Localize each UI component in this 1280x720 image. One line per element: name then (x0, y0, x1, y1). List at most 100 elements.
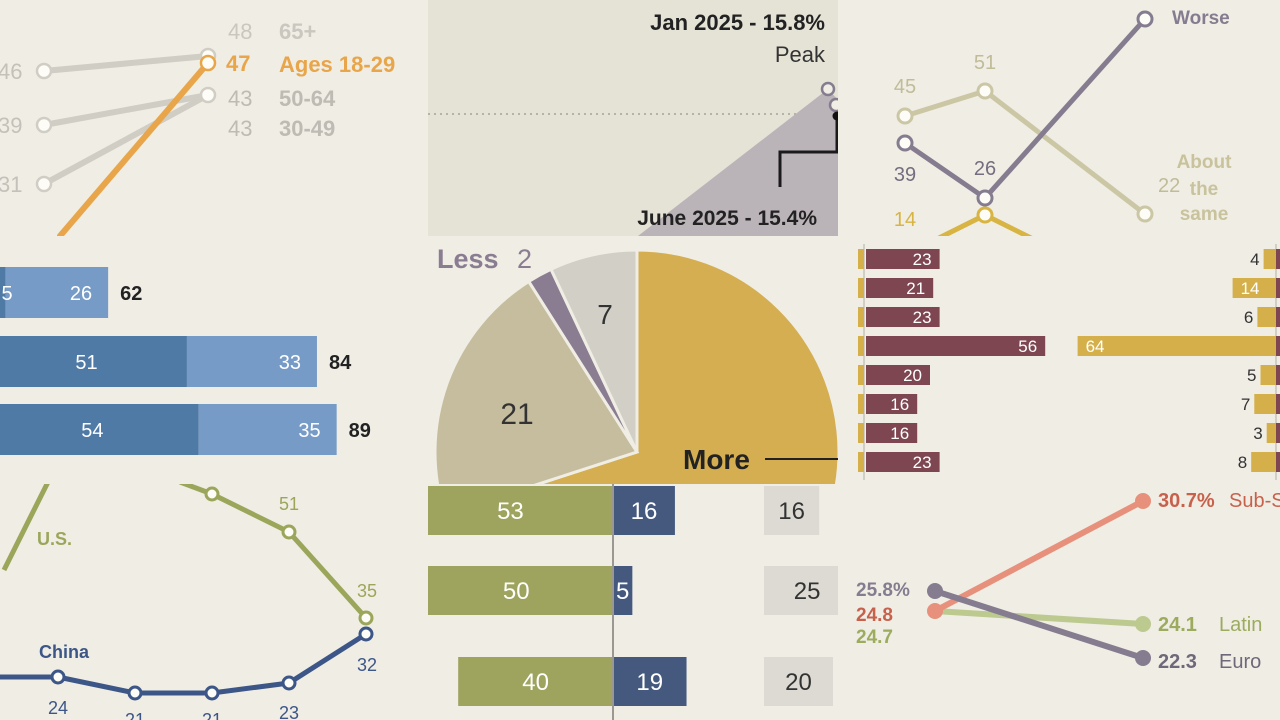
bar-segment-b (198, 404, 337, 455)
dot-sub-s-start (927, 603, 943, 619)
end-euro: 22.3 (1158, 651, 1197, 673)
dot-worse-1 (896, 134, 914, 152)
bar-negative (428, 566, 613, 615)
peak-dot (820, 81, 836, 97)
us-dot-51 (281, 524, 297, 540)
name-latin: Latin (1219, 614, 1262, 636)
name-euro: Euro (1219, 651, 1261, 673)
right-value-43b: 43 (228, 116, 252, 141)
value-series-a: 23 (913, 250, 932, 269)
bar-value-a: 51 (75, 352, 97, 374)
marker-right (1276, 336, 1280, 356)
bar-value-a: 5 (1, 283, 12, 305)
area-fill (638, 89, 838, 236)
legend-same-2: the (1190, 179, 1219, 200)
value-series-a: 20 (903, 366, 922, 385)
legend-worse: Worse (1172, 8, 1230, 29)
value-22: 22 (1158, 175, 1180, 197)
label-china: China (39, 642, 90, 662)
pie-slice (548, 248, 639, 453)
slice-value-21: 21 (500, 398, 533, 431)
bar-value-a: 54 (81, 420, 103, 442)
dot-left-39 (35, 116, 53, 134)
bar-value-b: 26 (70, 283, 92, 305)
value-positive: 5 (616, 578, 629, 605)
dot-same-1 (896, 107, 914, 125)
diverging-bars: 53 16 16 50 5 25 40 19 20 (428, 486, 838, 706)
bar-series-a (866, 278, 934, 298)
end-latin: 24.1 (1158, 614, 1197, 636)
legend-same-3: same (1180, 204, 1229, 225)
bar-total: 84 (329, 352, 352, 374)
diverging-bar-svg: 53 16 16 50 5 25 40 19 20 (428, 484, 838, 720)
value-51: 51 (974, 52, 996, 74)
value-series-a: 23 (913, 453, 932, 472)
marker-right (1276, 365, 1280, 385)
dot-sub-s-end (1135, 493, 1151, 509)
bracket-line (778, 116, 838, 187)
peak-area-chart: Jan 2025 - 15.8% Peak June 2025 - 15.4% (428, 0, 838, 236)
bar-series-b (1232, 278, 1276, 298)
value-series-b: 14 (1241, 279, 1260, 298)
marker-right (1276, 278, 1280, 298)
us-dot-35 (358, 610, 374, 626)
bar-positive (613, 486, 675, 535)
marker-right (1276, 394, 1280, 414)
pie-slice (433, 279, 640, 484)
bar-positive (613, 657, 687, 706)
bar-series-a (866, 365, 930, 385)
worse-same-svg: 45 51 39 26 22 14 Worse About the same (894, 8, 1232, 236)
bar-series-b (1257, 307, 1276, 327)
left-value-39: 39 (0, 113, 22, 138)
dot-left-31 (35, 175, 53, 193)
value-series-b: 8 (1238, 453, 1247, 472)
value-series-a: 21 (906, 279, 925, 298)
china-dot-24 (50, 669, 66, 685)
bar-series-b (1077, 336, 1276, 356)
dot-same-2 (976, 82, 994, 100)
bar-other (764, 486, 820, 535)
left-value-46: 46 (0, 59, 22, 84)
bar-series-a (866, 336, 1046, 356)
age-slope-svg: 46 39 31 48 47 43 43 65+ Ages 18-29 50-6… (0, 19, 395, 236)
dot-right-43 (199, 86, 217, 104)
dot-right-47 (199, 54, 217, 72)
china-value-23: 23 (279, 703, 299, 720)
bar-segment-a (0, 336, 187, 387)
diverging-bar-chart: 53 16 16 50 5 25 40 19 20 (428, 484, 838, 720)
us-line (179, 484, 368, 620)
line-65plus (41, 92, 211, 187)
us-value-35: 35 (357, 581, 377, 601)
us-china-svg: U.S. China 51 35 24 21 21 23 32 (0, 484, 377, 720)
value-negative: 53 (497, 498, 524, 525)
value-series-a: 16 (890, 395, 909, 414)
peak-area-svg: Jan 2025 - 15.8% Peak June 2025 - 15.4% (428, 0, 838, 236)
marker-left (858, 452, 864, 472)
dot-worse-3 (1136, 10, 1154, 28)
marker-left (858, 365, 864, 385)
worse-same-line-chart: 45 51 39 26 22 14 Worse About the same (838, 0, 1280, 236)
bar-total: 89 (349, 420, 371, 442)
peak-word-label: Peak (775, 42, 826, 67)
value-45: 45 (894, 76, 916, 98)
bar-series-b (1266, 423, 1276, 443)
bar-series-a (866, 307, 940, 327)
value-series-b: 64 (1086, 337, 1105, 356)
bar-series-b (1263, 249, 1276, 269)
us-dot-1 (204, 486, 220, 502)
pie-svg: Less 2 7 21 More (433, 244, 838, 484)
bar-segment-a (0, 404, 199, 455)
age-slope-chart: 46 39 31 48 47 43 43 65+ Ages 18-29 50-6… (0, 0, 428, 236)
value-series-b: 7 (1241, 395, 1250, 414)
value-series-b: 4 (1250, 250, 1259, 269)
us-line-left (1, 484, 50, 572)
dot-euro-start (927, 583, 943, 599)
stacked-bar-chart: 5 26 62 51 33 84 54 35 89 (0, 236, 428, 484)
slice-value-7: 7 (597, 299, 613, 330)
start-latin: 24.7 (856, 627, 893, 648)
value-negative: 40 (522, 669, 549, 696)
bar-negative (428, 486, 613, 535)
marker-left (858, 307, 864, 327)
